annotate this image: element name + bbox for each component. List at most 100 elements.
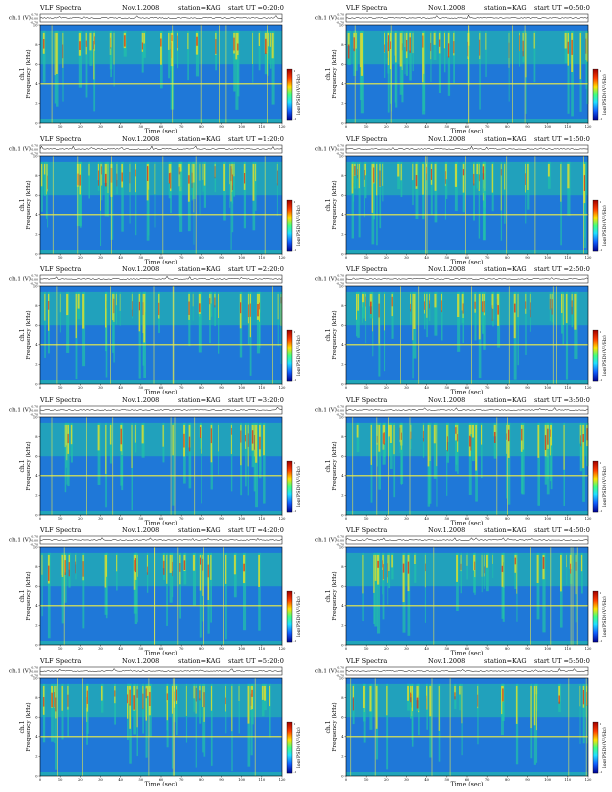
waveform-tick-label: 0.00 [337, 408, 344, 412]
x-tick-label: 60 [465, 256, 470, 260]
x-tick-label: 110 [258, 647, 266, 651]
y-tick-label: 6 [35, 193, 38, 197]
spectrogram-burst-core [466, 554, 468, 566]
x-tick-label: 100 [238, 125, 246, 129]
x-tick-label: 90 [525, 125, 530, 129]
waveform-trace [345, 145, 588, 150]
y-tick-label: 8 [35, 695, 38, 699]
spectrogram-burst [256, 291, 261, 354]
y-tick-label: 2 [341, 624, 343, 628]
colorbar-tick-label: 1 [600, 722, 602, 726]
spectrogram-burst-peak [43, 39, 45, 49]
spectrogram-burst [411, 683, 414, 747]
title-product: VLF Spectra [346, 395, 388, 404]
spectrogram-burst [486, 552, 489, 592]
spectrogram-burst-core [365, 293, 366, 321]
spectrogram-burst-peak [116, 173, 118, 186]
spectrogram-burst-peak [514, 557, 516, 565]
colorbar-gradient [286, 721, 293, 773]
x-tick-label: 20 [384, 517, 389, 521]
spectrogram-burst [223, 161, 226, 220]
spectrogram-burst-core [547, 163, 550, 176]
colorbar: 1 -1 log(PSD)(V²/Hz) [592, 590, 606, 643]
x-tick-label: 110 [258, 778, 266, 782]
y-tick-label: 8 [35, 173, 38, 177]
spectrogram-burst [154, 161, 156, 227]
waveform-tick-label: 0.00 [31, 147, 38, 151]
spectrogram-burst-core [162, 424, 164, 447]
spectrogram: 0 10 20 30 40 50 60 70 80 90 100 110 120 Time (sec) 0 2… [325, 154, 592, 264]
y-tick-label: 0 [35, 513, 38, 517]
spectrogram-burst [542, 552, 546, 633]
colorbar-gradient [592, 460, 599, 512]
waveform-trace [345, 667, 589, 672]
colorbar-tick-label: 1 [294, 200, 296, 204]
spectrogram-burst [407, 552, 411, 636]
spectrogram-burst-peak [98, 170, 99, 186]
spectrogram-burst [113, 291, 115, 363]
spectrogram-burst-peak [79, 41, 81, 50]
spectrogram-burst-peak [43, 696, 45, 707]
spectrogram-burst-core [407, 685, 409, 701]
spectrogram-burst-core [486, 554, 488, 568]
spectrogram-burst [521, 422, 525, 494]
spectrogram-burst [110, 30, 112, 78]
spectrogram-burst-core [357, 293, 359, 311]
spectrogram-burst-peak [571, 39, 573, 55]
channel-label: ch.1 (V) [315, 406, 337, 413]
spectrogram-burst [470, 422, 472, 450]
spectrogram-burst-peak [506, 432, 507, 440]
spectrogram-burst [533, 30, 536, 83]
spectrogram-burst-core [579, 32, 581, 80]
spectrogram-burst [384, 291, 386, 372]
spectrogram-burst-core [193, 163, 195, 212]
spectrogram-burst-peak [231, 427, 232, 435]
spectrogram-burst-peak [183, 433, 185, 447]
spectrogram-burst [483, 291, 486, 350]
x-tick-label: 40 [424, 647, 429, 651]
spectrogram-burst-core [129, 685, 131, 729]
spectrogram-burst-core [48, 293, 50, 331]
spectrogram-burst-peak [425, 563, 426, 572]
waveform-trace [345, 537, 589, 541]
spectrogram-burst-peak [129, 171, 131, 183]
waveform-tick-label: -0.70 [30, 543, 38, 547]
spectrogram-burst [188, 422, 192, 488]
colorbar-tick-label: 1 [600, 330, 602, 334]
spectrogram-burst-peak [54, 691, 55, 707]
x-tick-label: 30 [98, 517, 103, 521]
x-tick-label: 60 [465, 517, 470, 521]
y-tick-label: 2 [35, 232, 37, 236]
y-tick-label: 10 [339, 154, 344, 158]
spectrogram-burst [42, 30, 46, 83]
panel-title: VLF Spectra Nov.1.2008 station=KAG start UT… [346, 265, 590, 275]
spectrogram-burst [192, 552, 197, 606]
waveform-tick-label: 0.70 [337, 404, 344, 408]
spectrogram-burst-peak [530, 302, 531, 318]
colorbar-tick-label: 1 [294, 330, 296, 334]
y-tick-label: 6 [35, 63, 38, 67]
x-tick-label: 50 [139, 125, 144, 129]
spectrogram-band [40, 552, 282, 587]
spectrogram-burst-core [210, 424, 213, 462]
colorbar-label: log(PSD)(V²/Hz) [295, 727, 300, 768]
spectrogram-burst-core [481, 554, 483, 577]
spectrogram-burst-core [434, 293, 437, 308]
waveform-trace [39, 667, 283, 672]
spectrogram-burst [104, 161, 108, 216]
title-station: station=KAG [484, 395, 527, 404]
spectrogram-burst-core [192, 293, 194, 307]
spectrogram-burst-peak [166, 692, 168, 700]
spectrogram-burst-core [202, 685, 204, 707]
spectrogram-panel: VLF Spectra Nov.1.2008 station=KAG start UT… [0, 4, 300, 133]
spectrogram-burst-core [481, 424, 483, 445]
spectrogram-burst [567, 161, 571, 216]
x-tick-label: 110 [258, 386, 266, 390]
y-tick-label: 8 [35, 304, 38, 308]
x-tick-label: 30 [404, 386, 409, 390]
spectrogram-burst-core [131, 424, 133, 468]
spectrogram-burst [258, 30, 261, 71]
spectrogram-burst-peak [191, 172, 193, 188]
